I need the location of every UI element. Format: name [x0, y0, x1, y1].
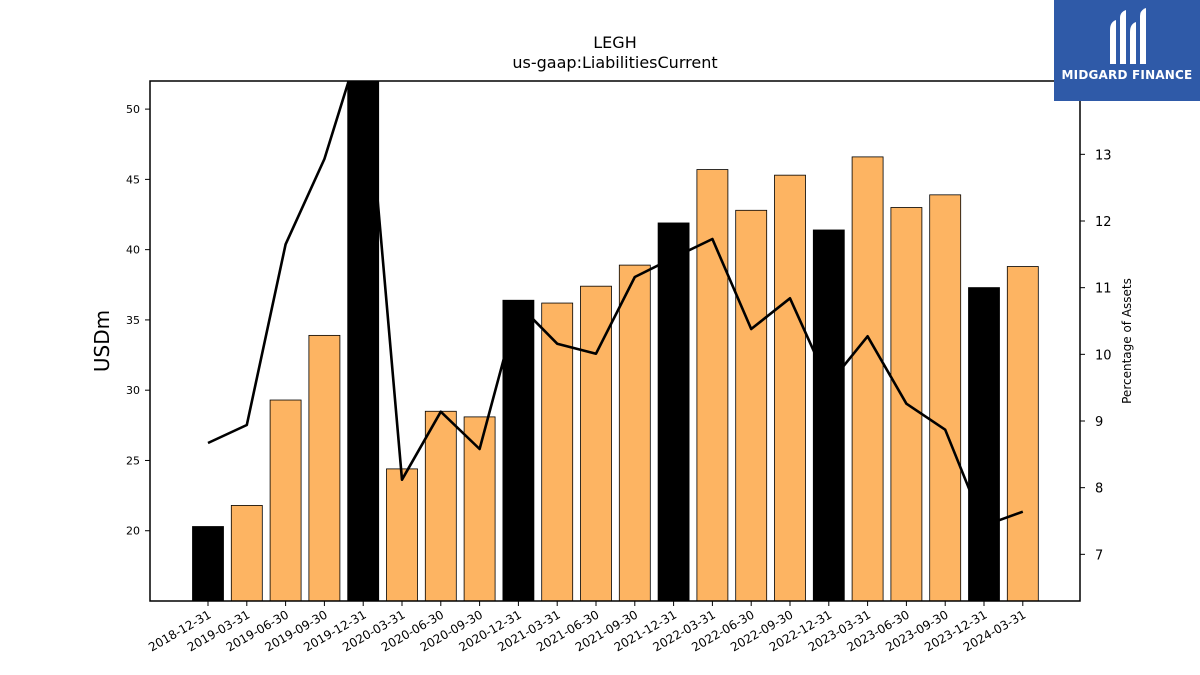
bar-2022-03-31	[696, 169, 729, 601]
line-group	[207, 81, 1024, 528]
chart-title: LEGH	[593, 33, 636, 52]
y-tick-label: 50	[126, 103, 140, 116]
bar-2020-03-31	[386, 468, 418, 601]
bar-2021-06-30	[580, 285, 612, 601]
y2-tick-label: 13	[1095, 148, 1112, 163]
bar-2022-12-31	[812, 229, 845, 601]
y-tick-label: 35	[126, 314, 140, 327]
bar-2019-06-30	[269, 399, 302, 601]
y-tick-label: 25	[126, 454, 140, 467]
y-tick-label: 20	[126, 525, 140, 538]
bar-2020-06-30	[424, 410, 457, 601]
y2-axis-label: Percentage of Assets	[1120, 278, 1134, 404]
y2-tick-label: 12	[1095, 215, 1112, 230]
bar-2021-09-30	[618, 264, 651, 601]
bar-2018-12-31	[192, 526, 224, 601]
logo-mark-icon	[1110, 8, 1146, 64]
brand-logo: MIDGARD FINANCE	[1054, 0, 1200, 101]
y-axis-label: USDm	[90, 310, 114, 372]
chart-subtitle: us-gaap:LiabilitiesCurrent	[512, 53, 717, 72]
y2-tick-label: 8	[1095, 482, 1103, 497]
x-axis: 2018-12-312019-03-312019-06-302019-09-30…	[146, 601, 1028, 654]
y-tick-label: 40	[126, 244, 140, 257]
logo-text: MIDGARD FINANCE	[1061, 68, 1193, 82]
bar-2019-09-30	[308, 334, 341, 601]
bar-2023-12-31	[968, 287, 1000, 601]
bar-2022-06-30	[735, 209, 768, 601]
y-axis-right: 7 8 9 10 11 12 13	[1080, 148, 1112, 563]
bar-2021-12-31	[657, 222, 690, 601]
y2-tick-label: 11	[1095, 282, 1112, 297]
bar-2019-03-31	[230, 505, 263, 601]
y-tick-label: 45	[126, 173, 140, 186]
bar-2024-03-31	[1006, 266, 1039, 601]
plot-frame	[149, 80, 1081, 602]
y-axis-left: 20 25 30 35 40 45 50	[126, 103, 150, 538]
y2-tick-label: 10	[1095, 348, 1112, 363]
bar-2023-03-31	[851, 156, 884, 601]
bar-2021-03-31	[541, 302, 574, 601]
bars-group	[192, 81, 1039, 601]
y2-tick-label: 7	[1095, 548, 1103, 563]
bar-2020-12-31	[502, 299, 535, 601]
y2-tick-label: 9	[1095, 415, 1103, 430]
percentage-line	[207, 81, 1024, 528]
y-tick-label: 30	[126, 384, 140, 397]
bar-2023-09-30	[929, 194, 962, 601]
bar-2022-09-30	[774, 174, 806, 601]
